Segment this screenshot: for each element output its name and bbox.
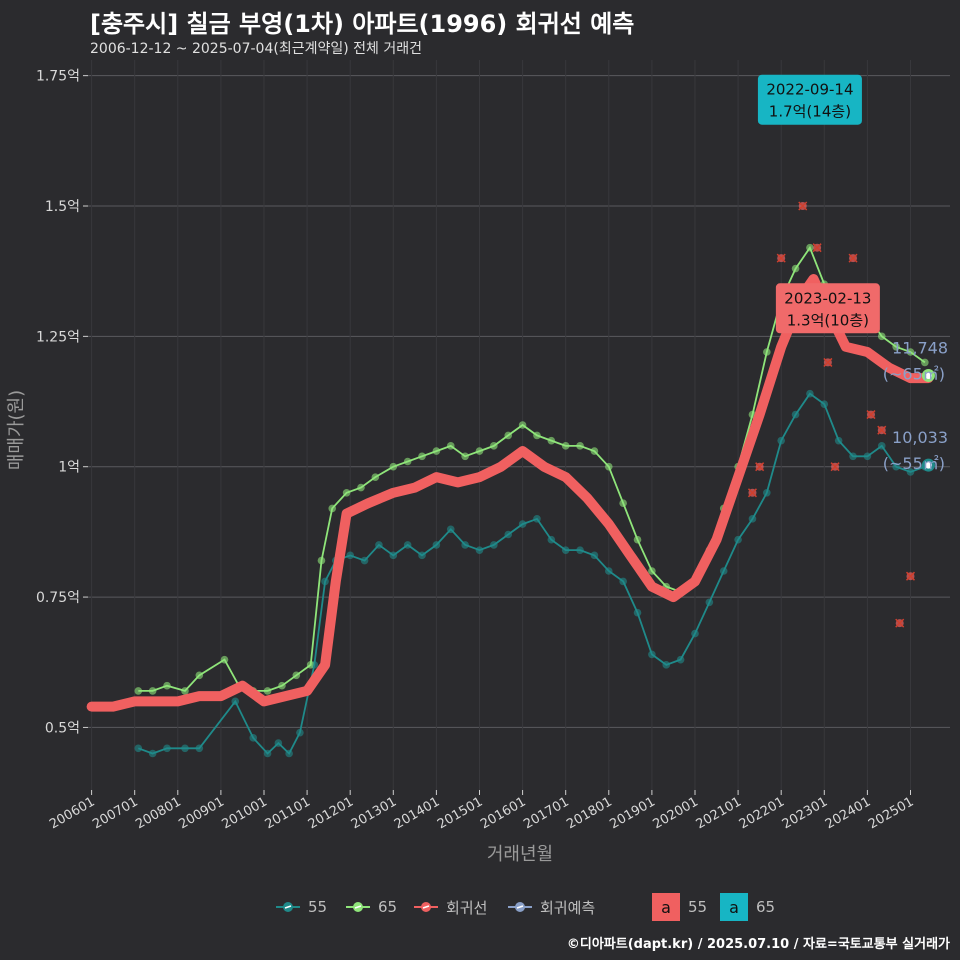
annotation-date: 2022-09-14 — [766, 81, 853, 99]
legend-item-3: 회귀예측 — [508, 893, 595, 921]
end-point-marker — [921, 368, 935, 382]
x-tick-label: 201401 — [392, 794, 442, 832]
cross-marker — [877, 425, 887, 435]
annotation-date: 2023-02-13 — [784, 289, 871, 307]
cross-marker — [866, 410, 876, 420]
legend-label: 55 — [688, 898, 708, 916]
cross-marker — [755, 462, 765, 472]
line-55 — [137, 392, 926, 755]
legend-item-4: a 55 — [652, 893, 707, 921]
x-tick-label: 201001 — [220, 794, 270, 832]
cross-marker — [823, 357, 833, 367]
cross-marker — [848, 253, 858, 263]
annotation-box — [775, 283, 880, 334]
x-tick-label: 202201 — [737, 794, 787, 832]
cross-marker — [895, 618, 905, 628]
x-tick-label: 202101 — [694, 794, 744, 832]
cross-marker — [905, 571, 916, 581]
legend-label: 65 — [378, 898, 398, 916]
chart-title: [충주시] 칠금 부영(1차) 아파트(1996) 회귀선 예측 — [90, 10, 635, 38]
x-tick-label: 201301 — [349, 794, 399, 832]
footer-credit: ©디아파트(dapt.kr) / 2025.07.10 / 자료=국토교통부 실… — [566, 937, 950, 952]
x-tick-label: 200901 — [176, 794, 226, 832]
line-regression — [86, 274, 934, 712]
x-tick-label: 201801 — [564, 794, 614, 832]
legend-label: 65 — [756, 898, 776, 916]
cross-marker — [776, 253, 786, 263]
legend-key-glyph — [414, 902, 438, 912]
annotation-box — [757, 74, 862, 125]
end-label-value: 10,033 — [892, 428, 948, 447]
cross-marker — [830, 462, 840, 472]
x-tick-label: 202301 — [780, 794, 830, 832]
x-tick-label: 202401 — [823, 794, 873, 832]
x-tick-label: 201501 — [435, 794, 485, 832]
x-tick-label: 200701 — [90, 794, 140, 832]
x-tick-label: 202501 — [866, 794, 916, 832]
y-axis-title: 매매가(원) — [6, 390, 27, 470]
y-tick-label: 1.75억 — [36, 69, 80, 85]
annotation-price: 1.7억(14층) — [769, 103, 851, 121]
y-tick-label: 1.25억 — [36, 329, 80, 345]
point-65 — [134, 687, 143, 695]
y-tick-label: 0.75억 — [36, 590, 80, 606]
x-tick-label: 201901 — [607, 794, 657, 832]
x-tick-label: 200801 — [133, 794, 183, 832]
legend-item-5: a 65 — [720, 893, 775, 921]
x-tick-label: 200601 — [47, 794, 97, 832]
grid — [88, 60, 950, 790]
x-tick-label: 201101 — [263, 794, 313, 832]
annotation-price: 1.3억(10층) — [787, 311, 869, 329]
end-label-area: (~55㎡) — [883, 454, 945, 473]
legend-label: 회귀예측 — [540, 898, 596, 917]
legend-item-0: 55 — [276, 893, 327, 921]
legend-key-glyph — [508, 902, 532, 912]
cross-marker — [798, 201, 808, 211]
y-tick-label: 0.5억 — [45, 720, 80, 736]
point-55 — [134, 744, 143, 753]
y-tick-label: 1억 — [58, 460, 80, 476]
legend: 55 65 회귀선 회귀예측 a 55 a 65 — [0, 893, 960, 921]
legend-key-glyph — [276, 902, 300, 912]
x-tick-label: 201601 — [478, 794, 528, 832]
legend-item-1: 65 — [346, 893, 397, 921]
legend-label: 회귀선 — [446, 898, 488, 917]
legend-item-2: 회귀선 — [414, 893, 487, 921]
cross-markers — [747, 201, 916, 628]
legend-key-box: a — [720, 893, 748, 921]
legend-key-box: a — [652, 893, 680, 921]
legend-key-glyph — [346, 902, 370, 912]
end-point-marker — [921, 458, 935, 472]
x-tick-label: 201201 — [306, 794, 356, 832]
cross-marker — [812, 243, 822, 253]
end-label-area: (~65㎡) — [883, 364, 945, 383]
cross-marker — [747, 488, 757, 498]
chart-subtitle: 2006-12-12 ~ 2025-07-04(최근계약일) 전체 거래건 — [90, 41, 422, 57]
end-label-value: 11,748 — [892, 338, 948, 357]
x-tick-label: 201701 — [521, 794, 571, 832]
x-axis-title: 거래년월 — [487, 844, 553, 865]
legend-label: 55 — [308, 898, 328, 916]
line-65 — [138, 245, 926, 692]
y-tick-label: 1.5억 — [45, 199, 80, 215]
x-tick-label: 202001 — [651, 794, 701, 832]
annotations: 11,748 (~65㎡) 10,033 (~55㎡) 2022-09-14 1.7억(1… — [757, 74, 948, 473]
